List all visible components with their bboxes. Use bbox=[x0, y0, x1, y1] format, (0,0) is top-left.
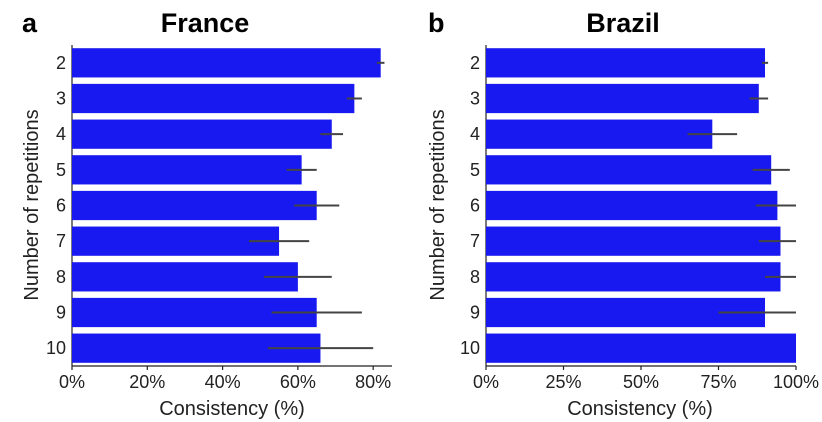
panel-b-y-tick-label: 3 bbox=[470, 89, 480, 109]
panel-a-letter: a bbox=[22, 8, 38, 38]
panel-b-x-tick-label: 25% bbox=[545, 372, 581, 392]
panel-b-chart: b Brazil Consistency (%) Number of repet… bbox=[427, 8, 819, 420]
panel-a-bar-2 bbox=[72, 48, 381, 78]
panel-b-y-tick-label: 2 bbox=[470, 53, 480, 73]
panel-b-bar-10 bbox=[486, 333, 796, 363]
panel-a-x-tick-label: 0% bbox=[59, 372, 85, 392]
panel-b-x-tick-label: 100% bbox=[773, 372, 819, 392]
panel-a-y-tick-label: 9 bbox=[56, 303, 66, 323]
panel-b-y-tick-label: 9 bbox=[470, 303, 480, 323]
panel-a-bar-3 bbox=[72, 83, 355, 114]
panel-a-title: France bbox=[161, 8, 250, 38]
panel-b-x-tick-label: 50% bbox=[623, 372, 659, 392]
panel-a-y-tick-label: 4 bbox=[56, 124, 66, 144]
panel-b-bar-2 bbox=[486, 48, 765, 78]
panel-a-chart: a France Consistency (%) Number of repet… bbox=[21, 8, 392, 420]
panel-a-bar-8 bbox=[72, 262, 298, 292]
panel-a-marks: 0% 20% 40% 60% 80% 2 3 4 5 6 7 8 9 10 bbox=[46, 45, 392, 392]
panel-b-letter: b bbox=[428, 8, 445, 38]
panel-a-y-axis-label: Number of repetitions bbox=[21, 109, 43, 300]
panel-b-y-tick-label: 5 bbox=[470, 160, 480, 180]
panel-b-x-axis-label: Consistency (%) bbox=[567, 398, 713, 420]
panel-b-marks: 0% 25% 50% 75% 100% 2 3 4 5 6 7 8 9 10 bbox=[460, 45, 819, 392]
panel-a-bar-6 bbox=[72, 190, 317, 221]
panel-b-y-tick-label: 4 bbox=[470, 124, 480, 144]
panel-b-y-tick-label: 8 bbox=[470, 267, 480, 287]
panel-a-bar-4 bbox=[72, 119, 332, 149]
panel-b-title: Brazil bbox=[586, 8, 660, 38]
panel-a-x-tick-label: 60% bbox=[280, 372, 316, 392]
panel-b-x-tick-label: 0% bbox=[473, 372, 499, 392]
panel-a-x-axis-label: Consistency (%) bbox=[159, 398, 305, 420]
panel-a-x-tick-label: 20% bbox=[129, 372, 165, 392]
panel-a-x-tick-label: 40% bbox=[205, 372, 241, 392]
panel-a-y-tick-label: 2 bbox=[56, 53, 66, 73]
panel-b-bar-3 bbox=[486, 83, 759, 114]
panel-b-bar-8 bbox=[486, 262, 781, 292]
panel-b-y-tick-label: 7 bbox=[470, 231, 480, 251]
panel-b-bar-4 bbox=[486, 119, 713, 149]
panel-a-y-tick-label: 5 bbox=[56, 160, 66, 180]
panel-a-y-tick-label: 8 bbox=[56, 267, 66, 287]
panel-b-y-axis-label: Number of repetitions bbox=[427, 109, 449, 300]
panel-a-bar-5 bbox=[72, 155, 302, 185]
panel-b-y-tick-label: 6 bbox=[470, 196, 480, 216]
panel-b-bar-7 bbox=[486, 226, 781, 256]
panel-a-x-tick-label: 80% bbox=[355, 372, 391, 392]
panel-a-y-tick-label: 7 bbox=[56, 231, 66, 251]
panel-a-y-tick-label: 3 bbox=[56, 89, 66, 109]
panel-b-x-tick-label: 75% bbox=[700, 372, 736, 392]
panel-a-bar-7 bbox=[72, 226, 280, 256]
panel-b-y-tick-label: 10 bbox=[460, 338, 480, 358]
panel-b-bar-5 bbox=[486, 155, 772, 185]
panel-b-bar-6 bbox=[486, 190, 778, 221]
panel-a-y-tick-label: 10 bbox=[46, 338, 66, 358]
panel-a-y-tick-label: 6 bbox=[56, 196, 66, 216]
